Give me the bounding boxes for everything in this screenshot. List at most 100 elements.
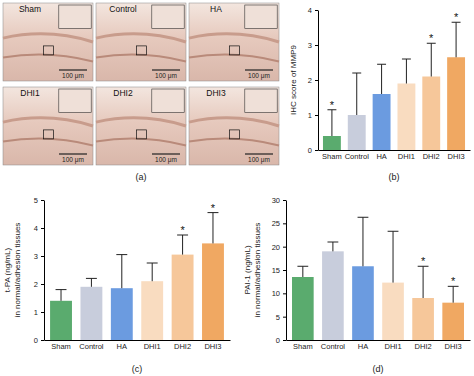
error-bar-cap bbox=[402, 59, 411, 60]
tick-label: 25 bbox=[272, 219, 280, 228]
tissue-layer bbox=[189, 138, 279, 145]
tick-label: 5 bbox=[34, 196, 38, 205]
scale-bar-label: 100 μm bbox=[155, 72, 177, 80]
error-bar-stem bbox=[356, 73, 357, 115]
error-bar-stem bbox=[406, 59, 407, 84]
tissue-layer bbox=[3, 54, 93, 61]
error-bar-cap bbox=[297, 266, 308, 267]
bar bbox=[422, 77, 440, 151]
error-bar-cap bbox=[147, 263, 158, 264]
tick-label: 3 bbox=[308, 41, 312, 50]
y-axis: 051015202530 bbox=[272, 196, 287, 345]
panel-label: (c) bbox=[132, 364, 143, 374]
x-axis: ShamControlHADHI1DHI2DHI3 bbox=[45, 340, 231, 351]
error-bar bbox=[327, 242, 338, 251]
error-bar-stem bbox=[302, 266, 303, 277]
scale-bar bbox=[59, 69, 87, 70]
inset-marker bbox=[44, 130, 54, 139]
tick: 10 bbox=[272, 289, 286, 298]
tick-label: 5 bbox=[276, 313, 280, 322]
scale-bar-label: 100 μm bbox=[155, 156, 177, 164]
error-bar-stem bbox=[393, 231, 394, 282]
plot-area bbox=[292, 217, 464, 340]
tick-mark bbox=[315, 10, 318, 11]
bar bbox=[352, 266, 374, 340]
image-label: DHI1 bbox=[20, 88, 40, 98]
error-bar-cap bbox=[116, 254, 127, 255]
bar bbox=[111, 288, 133, 340]
micrograph-background bbox=[96, 3, 186, 81]
tick-label: 30 bbox=[272, 196, 280, 205]
tick-label: 4 bbox=[308, 6, 312, 15]
tick: 20 bbox=[272, 243, 286, 252]
tick-label: Control bbox=[345, 152, 370, 161]
plot-area bbox=[323, 22, 465, 150]
tick-mark bbox=[315, 115, 318, 116]
bar bbox=[172, 255, 194, 340]
error-bar-cap bbox=[352, 73, 361, 74]
error-bar-cap bbox=[86, 278, 97, 279]
error-bar bbox=[297, 266, 308, 277]
micrograph: DHI3100 μm bbox=[189, 87, 279, 165]
significance-mark: * bbox=[421, 255, 426, 267]
error-bar-stem bbox=[91, 278, 92, 286]
tick-label: DHI3 bbox=[445, 342, 462, 351]
tick-label: 3 bbox=[34, 252, 38, 261]
tick-label: Sham bbox=[293, 342, 313, 351]
error-bar bbox=[358, 217, 369, 266]
error-bar-stem bbox=[423, 266, 424, 298]
panel-label: (b) bbox=[389, 172, 400, 182]
axis-line bbox=[44, 201, 45, 341]
micrograph-background bbox=[189, 87, 279, 165]
axis-title: in normal/adhesion tissues bbox=[253, 223, 262, 318]
x-axis: ShamControlHADHI1DHI2DHI3 bbox=[287, 340, 471, 351]
tick: 0 bbox=[308, 146, 318, 155]
error-bar bbox=[377, 64, 386, 94]
inset bbox=[59, 5, 91, 28]
tick-label: HA bbox=[358, 342, 368, 351]
tick-label: 4 bbox=[34, 224, 38, 233]
tick-label: 0 bbox=[308, 146, 312, 155]
error-bar bbox=[327, 110, 336, 136]
tick-mark bbox=[315, 45, 318, 46]
error-bar-stem bbox=[456, 22, 457, 57]
error-bar-stem bbox=[212, 213, 213, 244]
tissue-layer bbox=[96, 118, 186, 126]
significance-mark: * bbox=[330, 99, 335, 111]
tick: HA bbox=[117, 340, 127, 351]
significance-mark: * bbox=[211, 202, 216, 214]
micrograph-background bbox=[3, 3, 93, 81]
inset-marker bbox=[230, 46, 240, 55]
scale-bar-label: 100 μm bbox=[62, 156, 84, 164]
scale-bar bbox=[245, 153, 273, 154]
tick: DHI1 bbox=[144, 340, 161, 351]
error-bar bbox=[208, 213, 219, 244]
bar bbox=[373, 94, 391, 150]
inset bbox=[245, 89, 277, 112]
error-bar-stem bbox=[121, 255, 122, 289]
tick-label: DHI2 bbox=[423, 152, 440, 161]
scale-bar bbox=[152, 69, 180, 70]
axis-line bbox=[45, 340, 231, 341]
tick-mark bbox=[283, 200, 286, 201]
error-bar bbox=[427, 43, 436, 76]
tick-mark bbox=[283, 317, 286, 318]
bar bbox=[202, 243, 224, 340]
inset-marker bbox=[230, 130, 240, 139]
tick-mark bbox=[283, 270, 286, 271]
tick-label: 1 bbox=[34, 308, 38, 317]
tissue-layer bbox=[96, 54, 186, 61]
tick-mark bbox=[41, 228, 44, 229]
tick-label: DHI2 bbox=[415, 342, 432, 351]
tick: DHI3 bbox=[204, 340, 221, 351]
bar bbox=[442, 303, 464, 340]
tick-label: 20 bbox=[272, 243, 280, 252]
inset-marker bbox=[137, 130, 147, 139]
tick-mark bbox=[315, 80, 318, 81]
image-label: DHI3 bbox=[206, 88, 226, 98]
scale-bar-label: 100 μm bbox=[62, 72, 84, 80]
panel-label: (a) bbox=[136, 172, 147, 182]
tick: DHI2 bbox=[423, 150, 440, 161]
bar bbox=[447, 57, 465, 150]
error-bar-stem bbox=[453, 286, 454, 302]
